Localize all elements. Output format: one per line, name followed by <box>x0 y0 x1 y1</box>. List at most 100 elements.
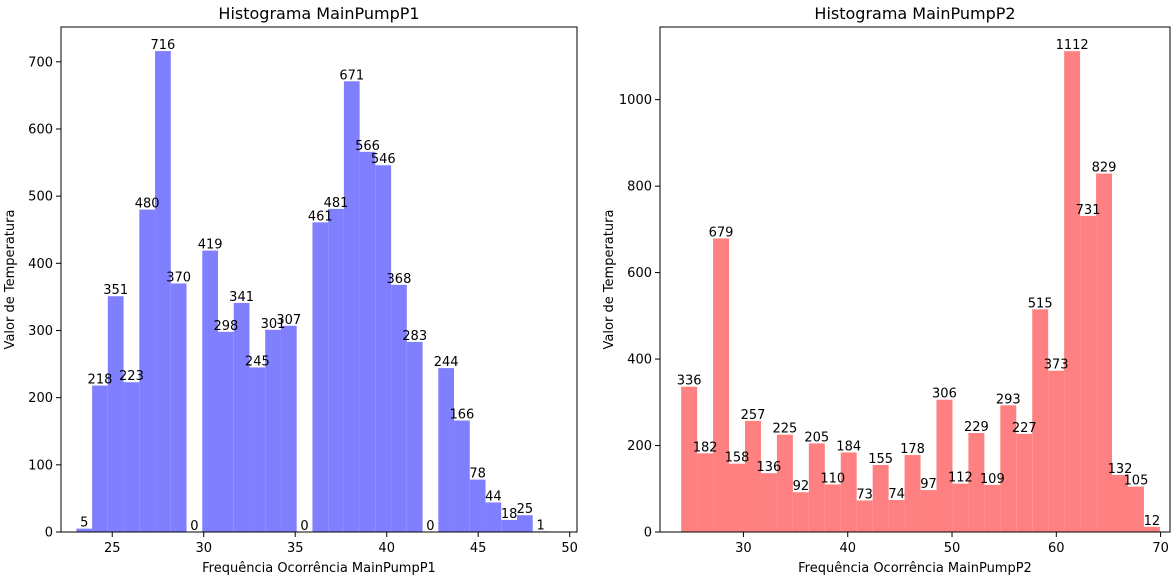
chart-2-data-label: 184 <box>836 439 861 454</box>
chart-1-bar <box>312 222 329 532</box>
chart-1-x-tick-label: 40 <box>378 541 395 556</box>
chart-1-axes-frame <box>60 26 578 533</box>
chart-2-data-label: 136 <box>757 460 782 475</box>
chart-2-y-tick-label: 200 <box>627 439 652 454</box>
chart-1-bar <box>375 165 392 533</box>
chart-2-bar <box>1080 215 1097 532</box>
chart-1: 5218351223480716370041929834124530130704… <box>3 4 578 576</box>
chart-2-data-label: 112 <box>948 471 973 486</box>
chart-1-data-label: 368 <box>387 272 412 287</box>
chart-1-bar <box>438 368 455 532</box>
chart-2-data-label: 227 <box>1012 421 1037 436</box>
chart-1-bar <box>454 420 470 532</box>
chart-1-bar <box>359 151 376 532</box>
chart-2-y-tick-label: 800 <box>627 180 652 195</box>
chart-1-bar <box>469 479 486 532</box>
chart-1-bar <box>343 81 360 532</box>
chart-1-bar <box>123 382 140 532</box>
chart-2-bar <box>1112 474 1128 532</box>
chart-1-bar <box>280 325 297 532</box>
chart-2-data-label: 12 <box>1144 514 1161 529</box>
chart-2-x-tick-label: 50 <box>944 541 961 556</box>
chart-1-data-label: 370 <box>166 270 191 285</box>
chart-2-bar <box>1127 486 1144 532</box>
chart-2-bar <box>952 483 969 532</box>
chart-2-bar <box>713 238 730 532</box>
chart-2-bar <box>824 484 841 532</box>
chart-1-data-label: 298 <box>213 319 238 334</box>
chart-2-bar <box>1064 51 1081 533</box>
chart-1-bar <box>501 519 517 532</box>
chart-1-bar <box>170 283 187 532</box>
chart-2-data-label: 373 <box>1044 358 1069 373</box>
chart-2-y-tick-label: 400 <box>627 353 652 368</box>
chart-2-bar <box>840 452 857 532</box>
chart-2-x-tick-label: 40 <box>839 541 856 556</box>
chart-1-data-label: 25 <box>517 502 534 517</box>
chart-1-y-tick-label: 0 <box>45 526 53 541</box>
chart-1-data-label: 0 <box>426 519 434 534</box>
chart-1-bar <box>155 51 171 533</box>
chart-2-x-tick-label: 60 <box>1048 541 1065 556</box>
chart-1-data-label: 166 <box>449 407 474 422</box>
chart-1-bar <box>265 329 281 532</box>
chart-1-bar <box>202 250 218 533</box>
chart-2-data-label: 257 <box>741 408 766 423</box>
chart-1-data-label: 223 <box>119 369 144 384</box>
chart-1-data-label: 307 <box>276 313 301 328</box>
chart-2-bar <box>1016 433 1033 532</box>
chart-1-data-label: 461 <box>308 209 333 224</box>
chart-2-data-label: 182 <box>693 440 718 455</box>
chart-2-bar <box>888 500 905 532</box>
chart-2-bar <box>745 420 761 532</box>
chart-1-bar <box>391 284 407 532</box>
chart-2-bar <box>808 443 825 532</box>
chart-2-bar <box>856 500 873 532</box>
chart-2-data-label: 229 <box>964 420 989 435</box>
chart-1-y-tick-label: 600 <box>28 122 53 137</box>
chart-2-bar <box>1000 405 1017 532</box>
chart-2-bar <box>697 453 714 532</box>
chart-2-axes-frame <box>659 26 1171 533</box>
chart-1-bar <box>249 367 266 532</box>
chart-2-data-label: 178 <box>900 442 925 457</box>
chart-2-data-label: 225 <box>772 422 797 437</box>
chart-1-y-tick-label: 300 <box>28 324 53 339</box>
chart-2-x-tick-label: 70 <box>1152 541 1169 556</box>
chart-1-data-label: 480 <box>135 197 160 212</box>
chart-2-data-label: 306 <box>932 387 957 402</box>
chart-1-y-tick-label: 700 <box>28 55 53 70</box>
chart-1-title: Histograma MainPumpP1 <box>218 4 419 23</box>
chart-1-data-label: 716 <box>151 38 176 53</box>
chart-1-data-label: 301 <box>261 317 286 332</box>
chart-1-x-axis-label: Frequência Ocorrência MainPumpP1 <box>202 561 436 576</box>
chart-1-x-tick-label: 30 <box>195 541 212 556</box>
chart-2-data-label: 1112 <box>1056 38 1089 53</box>
chart-2-bar <box>968 432 985 532</box>
chart-1-bar <box>328 208 344 532</box>
chart-1-y-axis-label: Valor de Temperatura <box>3 210 18 350</box>
chart-1-x-tick-label: 25 <box>104 541 121 556</box>
chart-2-y-tick-label: 600 <box>627 266 652 281</box>
chart-1-data-label: 566 <box>355 139 380 154</box>
chart-1-y-tick-label: 200 <box>28 391 53 406</box>
chart-1-y-tick-label: 500 <box>28 190 53 205</box>
chart-2-data-label: 731 <box>1076 203 1101 218</box>
chart-2-bar <box>729 463 745 532</box>
chart-2-bar <box>936 399 953 532</box>
chart-1-data-label: 0 <box>190 519 198 534</box>
chart-2-data-label: 105 <box>1124 474 1149 489</box>
chart-1-data-label: 419 <box>198 238 223 253</box>
chart-2: 336 182 679 158 257 136 225 92 205 110 184 73 155 74 1… <box>602 4 1171 576</box>
chart-2-bar <box>1096 173 1113 532</box>
chart-2-bar <box>1048 370 1065 532</box>
chart-1-bar <box>233 302 250 532</box>
chart-1-data-label: 0 <box>300 519 308 534</box>
chart-2-x-tick-label: 30 <box>735 541 752 556</box>
chart-1-bar <box>406 341 423 532</box>
chart-1-y-tick-label: 400 <box>28 257 53 272</box>
chart-2-data-label: 155 <box>868 452 893 467</box>
chart-2-y-axis-label: Valor de Temperatura <box>602 210 617 350</box>
chart-1-data-label: 546 <box>371 152 396 167</box>
